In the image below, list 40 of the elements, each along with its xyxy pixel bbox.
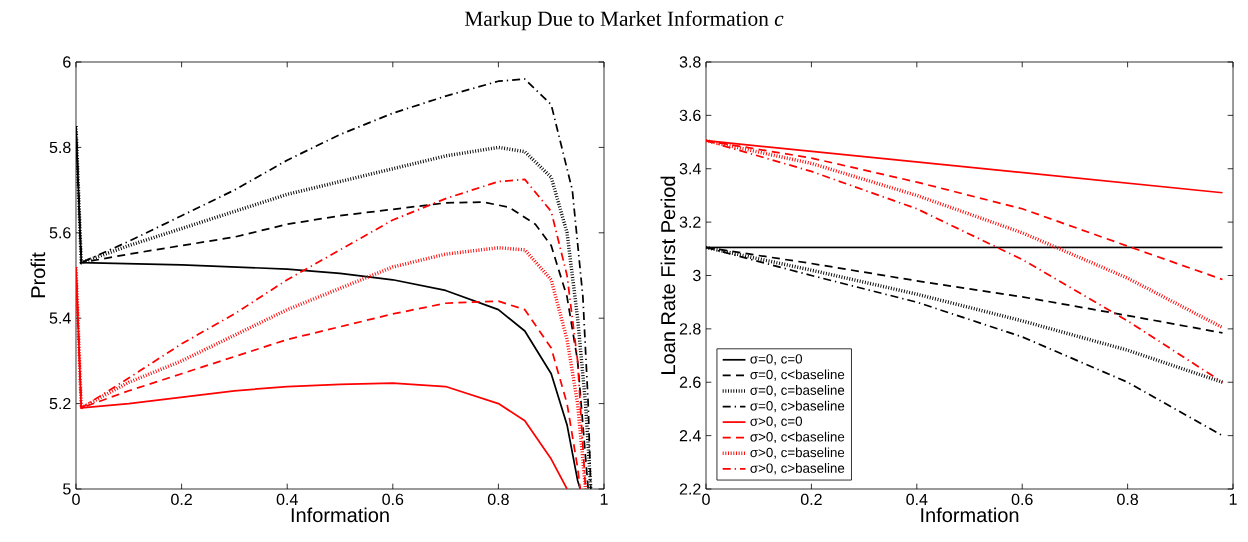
x-tick-label: 0 [702, 493, 710, 506]
y-tick-label: 3.4 [679, 163, 701, 175]
x-tick-label: 0.6 [1011, 493, 1033, 506]
y-tick-label: 2.2 [679, 483, 701, 495]
y-tick-label: 5.2 [49, 397, 71, 410]
x-tick-label: 0 [72, 493, 80, 506]
y-tick-label: 5 [63, 483, 71, 495]
x-tick-label: 0.2 [171, 493, 192, 506]
y-tick-label: 5.6 [49, 227, 71, 239]
legend-label: σ=0, c>baseline [750, 400, 845, 413]
x-tick-label: 1 [600, 493, 608, 505]
legend-label: σ=0, c=baseline [750, 385, 845, 397]
x-axis-title: Information [291, 507, 389, 523]
y-axis-title: Loan Rate First Period [660, 176, 676, 374]
y-tick-label: 2.8 [679, 323, 701, 335]
legend-label: σ=0, c=0 [750, 354, 803, 366]
y-tick-label: 2.6 [679, 376, 701, 388]
x-axis-title: Information [921, 507, 1019, 523]
legend-label: σ>0, c>baseline [750, 463, 845, 475]
y-tick-label: 5.8 [49, 141, 71, 154]
legend-label: σ>0, c<baseline [750, 431, 845, 444]
y-tick-label: 3.6 [679, 109, 701, 122]
y-tick-label: 2.4 [679, 430, 701, 442]
y-tick-label: 3.2 [679, 216, 701, 228]
y-axis-title: Profit [30, 252, 46, 298]
legend-label: σ>0, c=baseline [750, 447, 845, 459]
x-tick-label: 0.8 [487, 493, 509, 506]
x-tick-label: 0.6 [382, 493, 404, 506]
legend-label: σ=0, c<baseline [750, 369, 845, 381]
y-tick-label: 3.8 [679, 56, 701, 68]
x-tick-label: 0.4 [906, 493, 928, 506]
legend-label: σ>0, c=0 [750, 416, 803, 428]
y-tick-label: 6 [63, 56, 71, 68]
x-tick-label: 0.8 [1117, 493, 1139, 506]
x-tick-label: 0.4 [276, 493, 298, 506]
x-tick-label: 1 [1229, 493, 1237, 505]
chart-title: Markup Due to Market Information c [464, 10, 784, 31]
y-tick-label: 3 [693, 269, 701, 282]
x-tick-label: 0.2 [800, 493, 822, 506]
y-tick-label: 5.4 [49, 312, 71, 324]
